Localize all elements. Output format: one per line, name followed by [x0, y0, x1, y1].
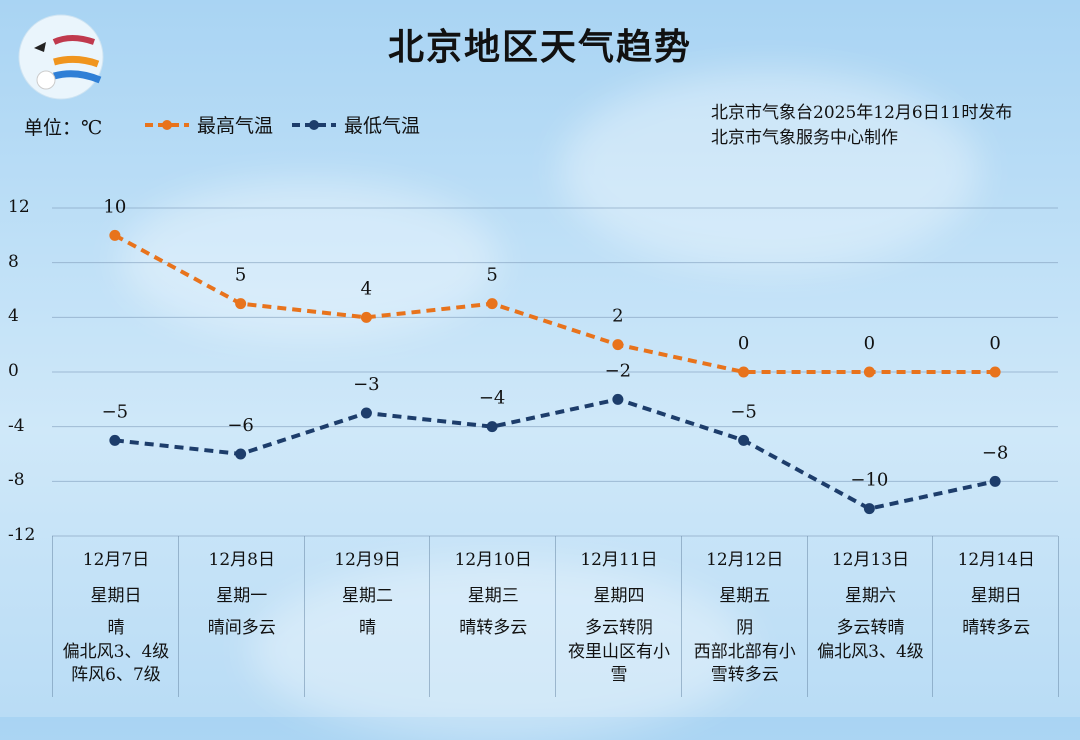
- data-label-low: −6: [227, 415, 254, 436]
- data-point-high: [863, 366, 875, 378]
- day-condition: 阵风6、7级: [71, 665, 161, 686]
- y-tick-label: 0: [8, 361, 19, 381]
- day-weekday: 星期四: [593, 585, 645, 606]
- day-condition: 晴: [107, 618, 125, 639]
- data-point-high: [612, 339, 624, 351]
- data-point-high: [486, 298, 498, 310]
- data-point-high: [360, 311, 372, 323]
- day-weekday: 星期日: [970, 585, 1022, 606]
- legend-high-label: 最高气温: [197, 115, 274, 137]
- data-label-high: 10: [103, 196, 126, 217]
- day-condition: 晴转多云: [962, 618, 1031, 639]
- day-condition: 晴: [359, 618, 376, 639]
- data-point-low: [360, 407, 372, 419]
- beijing-meteorological-service-logo: [18, 14, 104, 100]
- data-label-high: 2: [612, 306, 623, 327]
- day-condition: 多云转阴: [585, 618, 653, 639]
- background-cloud: [250, 560, 750, 740]
- y-tick-label: -4: [8, 415, 25, 436]
- data-label-high: 0: [989, 333, 1000, 354]
- series-line-low: [114, 397, 996, 511]
- day-date: 12月9日: [334, 550, 401, 570]
- data-label-low: −5: [730, 401, 757, 422]
- legend-low-label: 最低气温: [344, 115, 421, 137]
- data-label-low: −10: [850, 470, 888, 491]
- data-label-low: −4: [479, 388, 506, 409]
- forecast-day-column: 12月11日 星期四多云转阴 夜里山区有小雪: [555, 536, 682, 697]
- chart-title: 北京地区天气趋势: [387, 26, 692, 68]
- day-weekday: 星期三: [467, 585, 519, 606]
- legend-low-marker-icon: [292, 119, 336, 130]
- day-condition: 偏北风3、4级: [62, 641, 170, 662]
- temperature-chart: 10 5 4 5 2 0 0 0 −5 −6 −3 −4 −2 −5 −10 −8: [52, 196, 1058, 537]
- day-date: 12月14日: [957, 550, 1035, 570]
- data-label-low: −5: [102, 401, 129, 422]
- data-point-high: [109, 229, 121, 241]
- day-condition: 多云转晴: [836, 618, 905, 639]
- background-cloud: [120, 180, 500, 340]
- day-date: 12月8日: [208, 550, 275, 570]
- table-border: [1058, 536, 1059, 697]
- unit-label: 单位：℃: [24, 117, 103, 139]
- forecast-day-column: 12月9日星期二晴: [303, 536, 431, 697]
- day-condition: 夜里山区有小: [568, 641, 670, 662]
- day-weekday: 星期一: [216, 585, 268, 606]
- day-weekday: 星期日: [90, 585, 142, 606]
- data-point-low: [235, 448, 247, 460]
- day-weekday: 星期二: [342, 585, 393, 606]
- forecast-day-column: 12月14日 星期日晴转多云: [932, 536, 1059, 697]
- data-point-low: [109, 434, 121, 446]
- y-tick-label: -8: [8, 470, 25, 491]
- data-point-high: [738, 366, 750, 378]
- data-label-high: 5: [486, 265, 497, 286]
- legend-item-high: 最高气温: [143, 111, 273, 138]
- day-date: 12月12日: [706, 550, 784, 570]
- y-tick-label: 8: [8, 251, 19, 272]
- data-label-high: 5: [235, 265, 246, 286]
- forecast-day-column: 12月8日星期一晴间多云: [177, 536, 305, 697]
- source-issuer: 北京市气象台2025年12月6日11时发布: [711, 103, 1013, 123]
- day-condition: 晴转多云: [459, 618, 528, 639]
- data-label-high: 0: [738, 333, 749, 354]
- day-condition: 偏北风3、4级: [817, 641, 924, 662]
- forecast-day-column: 12月7日星期日晴偏北风3、4级 阵风6、7级: [52, 536, 179, 697]
- data-point-high: [989, 366, 1001, 378]
- day-condition: 阴: [736, 618, 754, 639]
- data-label-high: 0: [864, 333, 875, 354]
- day-date: 12月11日: [580, 550, 658, 570]
- day-condition: 雪: [610, 665, 628, 686]
- source-producer: 北京市气象服务中心制作: [711, 128, 898, 148]
- day-weekday: 星期五: [719, 585, 771, 606]
- y-tick-label: -12: [8, 525, 36, 545]
- data-label-low: −8: [982, 442, 1009, 463]
- data-point-low: [989, 475, 1001, 487]
- day-date: 12月10日: [454, 550, 532, 570]
- data-point-low: [863, 503, 875, 515]
- y-tick-label: 4: [8, 306, 19, 327]
- legend-high-marker-icon: [145, 119, 189, 130]
- data-point-low: [738, 434, 750, 446]
- day-condition: 晴间多云: [207, 618, 276, 639]
- forecast-day-column: 12月12日 星期五阴西部北部有小 雪转多云: [680, 536, 808, 697]
- day-condition: 雪转多云: [710, 665, 779, 686]
- data-label-high: 4: [361, 278, 372, 299]
- data-point-low: [612, 393, 624, 405]
- data-point-low: [486, 421, 498, 433]
- legend-item-low: 最低气温: [290, 111, 420, 138]
- data-label-low: −2: [605, 360, 632, 381]
- data-label-low: −3: [353, 374, 380, 395]
- forecast-day-column: 12月13日 星期六多云转晴 偏北风3、4级: [806, 536, 934, 697]
- day-date: 12月7日: [82, 550, 150, 570]
- background-cloud: [560, 70, 980, 270]
- day-condition: 西部北部有小: [693, 641, 796, 662]
- day-date: 12月13日: [831, 550, 910, 570]
- forecast-day-column: 12月10日 星期三晴转多云: [429, 536, 556, 697]
- y-tick-label: 12: [8, 197, 30, 217]
- data-point-high: [235, 298, 247, 310]
- day-weekday: 星期六: [845, 585, 896, 606]
